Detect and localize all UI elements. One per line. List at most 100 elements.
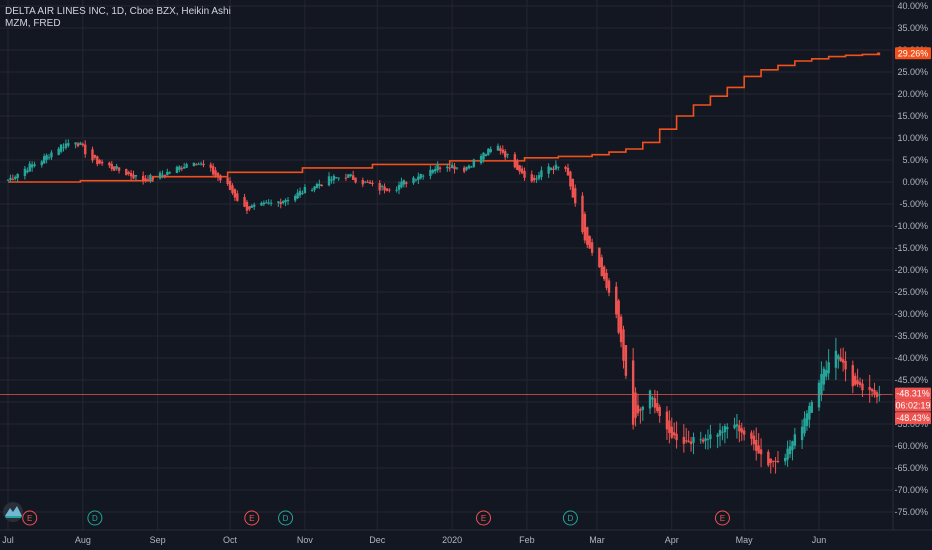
candle [462, 165, 466, 174]
candle [513, 151, 517, 169]
candle [701, 437, 705, 444]
candle [639, 407, 642, 424]
candle [378, 180, 381, 195]
candle [723, 423, 727, 444]
candle [581, 192, 584, 235]
earnings-marker[interactable]: E [22, 510, 38, 526]
candle [366, 179, 369, 183]
candle [752, 430, 756, 451]
time-axis[interactable]: Jul Aug Sep Oct Nov Dec 2020 Feb Mar Apr May Jun [2, 535, 826, 545]
earnings-marker[interactable]: E [714, 510, 730, 526]
y-tick-label: -25.00% [894, 287, 928, 297]
candle [185, 162, 188, 169]
candle [98, 158, 101, 165]
candle [337, 177, 340, 181]
x-tick-label: Nov [297, 535, 314, 545]
candle [347, 174, 350, 178]
candle [699, 431, 702, 444]
candle [286, 196, 290, 205]
candle [825, 360, 828, 381]
x-tick-label: Sep [150, 535, 166, 545]
candle [219, 174, 222, 183]
candle [226, 175, 229, 187]
candle [161, 170, 164, 179]
candle [518, 164, 521, 175]
candle [419, 173, 422, 180]
candle [267, 199, 270, 205]
candle [327, 172, 331, 187]
candle [854, 372, 857, 387]
dividend-marker[interactable]: D [87, 510, 103, 526]
time-axis-background[interactable] [0, 530, 893, 550]
candle [40, 160, 43, 168]
candle [62, 143, 65, 152]
candle [43, 153, 46, 164]
candle [318, 179, 321, 189]
y-tick-label: -35.00% [894, 331, 928, 341]
candle [197, 162, 200, 166]
candle [786, 440, 789, 467]
x-tick-label: Dec [369, 535, 386, 545]
y-tick-label: 35.00% [897, 23, 928, 33]
candle [624, 345, 628, 379]
candle [706, 429, 710, 450]
price-prev-badge: -48.43% [895, 412, 931, 425]
candle [651, 395, 654, 408]
candle [91, 146, 94, 163]
candle [158, 171, 162, 180]
candle [448, 164, 451, 172]
candle [14, 175, 17, 181]
candle [414, 178, 418, 182]
candle [395, 186, 398, 193]
candle [168, 171, 171, 175]
candle [243, 193, 246, 208]
candle [30, 161, 34, 172]
candle [332, 174, 336, 184]
earnings-marker[interactable]: E [475, 510, 491, 526]
x-tick-label: Aug [75, 535, 91, 545]
y-tick-label: -75.00% [894, 507, 928, 517]
candle [45, 153, 48, 164]
candle [757, 433, 760, 454]
candle [588, 235, 591, 250]
price-badges: 29.26% -48.31% 06:02:19 -48.43% [895, 47, 931, 425]
candle [11, 174, 15, 181]
candle [532, 174, 536, 183]
candle [636, 393, 640, 417]
candle [216, 171, 220, 182]
candle [566, 163, 570, 176]
candle [233, 188, 237, 201]
candle [417, 172, 420, 185]
dividend-marker[interactable]: D [562, 510, 578, 526]
candle [537, 171, 541, 181]
y-tick-label: 20.00% [897, 89, 928, 99]
mzm-line-group [8, 52, 881, 183]
y-tick-label: -15.00% [894, 243, 928, 253]
x-tick-label: Jul [2, 535, 14, 545]
candle [335, 176, 338, 179]
price-axis-background[interactable] [893, 0, 932, 530]
candle [788, 439, 792, 458]
candle [245, 199, 249, 215]
candle [110, 161, 113, 172]
candle [269, 199, 273, 207]
dividend-marker[interactable]: D [278, 510, 294, 526]
candle [265, 199, 268, 204]
candle [837, 353, 840, 369]
legend-compare-title[interactable]: MZM, FRED [5, 18, 61, 29]
candle [446, 163, 449, 172]
svg-text:-48.43%: -48.43% [896, 413, 930, 423]
candle [84, 140, 87, 158]
candle [9, 174, 12, 183]
candle [484, 153, 488, 157]
candle [784, 453, 787, 466]
earnings-marker[interactable]: E [244, 510, 260, 526]
candle [231, 183, 234, 195]
candle [195, 162, 198, 166]
price-axis[interactable]: 40.00%35.00%30.00%25.00%20.00%15.00%10.0… [894, 1, 928, 517]
candle [721, 426, 724, 441]
svg-text:06:02:19: 06:02:19 [895, 401, 930, 411]
legend-symbol-title[interactable]: DELTA AIR LINES INC, 1D, Cboe BZX, Heiki… [5, 6, 231, 17]
tradingview-logo[interactable] [3, 502, 23, 522]
